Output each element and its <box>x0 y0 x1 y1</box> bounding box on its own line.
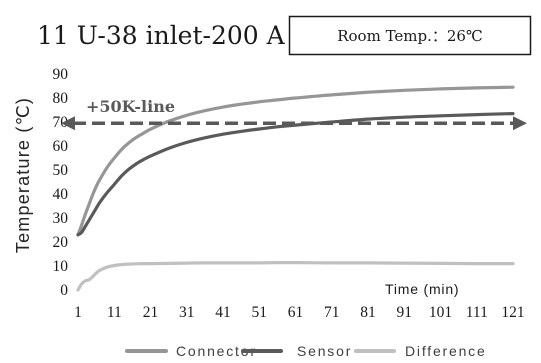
x-tick-label: 101 <box>429 304 452 321</box>
legend-label-sensor: Sensor <box>297 343 352 359</box>
y-tick-label: 30 <box>53 210 69 227</box>
y-tick-label: 80 <box>53 90 69 107</box>
x-tick-label: 111 <box>466 304 488 321</box>
x-tick-label: 81 <box>360 304 376 321</box>
x-tick-label: 71 <box>324 304 340 321</box>
x-axis-title: Time (min) <box>385 281 459 297</box>
y-tick-label: 40 <box>53 186 69 203</box>
x-tick-label: 1 <box>74 304 82 321</box>
legend-label-connector: Connector <box>176 343 257 359</box>
reference-line <box>61 116 527 131</box>
y-tick-label: 20 <box>53 234 69 251</box>
legend-item-sensor: Sensor <box>241 343 352 359</box>
x-tick-label: 91 <box>397 304 413 321</box>
legend-item-connector: Connector <box>125 343 257 359</box>
reference-line-arrowhead-left <box>61 116 75 131</box>
y-tick-labels: 0 10 20 30 40 50 60 70 80 90 <box>53 66 69 299</box>
y-axis-title: Temperature (℃) <box>13 97 33 253</box>
legend-label-difference: Difference <box>405 343 487 359</box>
y-tick-label: 50 <box>53 162 69 179</box>
series-line-difference <box>76 261 515 292</box>
x-tick-label: 31 <box>179 304 195 321</box>
y-tick-label: 0 <box>60 282 68 299</box>
x-tick-label: 41 <box>215 304 231 321</box>
plot-area <box>76 85 515 292</box>
x-tick-label: 51 <box>252 304 268 321</box>
x-tick-labels: 1 11 21 31 41 51 61 71 81 91 101 111 121 <box>74 304 525 321</box>
series-line-sensor <box>76 112 515 237</box>
room-temp-label: Room Temp.：26℃ <box>337 27 483 45</box>
y-tick-label: 60 <box>53 138 69 155</box>
room-temp-box-border <box>288 15 532 56</box>
chart-title: 11 U-38 inlet-200 A <box>37 21 286 50</box>
y-tick-label: 90 <box>53 66 69 83</box>
x-tick-label: 61 <box>288 304 304 321</box>
y-tick-label: 10 <box>53 258 69 275</box>
legend: Connector Sensor Difference <box>125 343 487 359</box>
y-tick-label: 70 <box>53 114 69 131</box>
reference-line-label: +50K-line <box>86 97 175 116</box>
x-tick-label: 11 <box>107 304 122 321</box>
legend-item-difference: Difference <box>354 343 487 359</box>
series-line-connector <box>76 85 515 237</box>
reference-line-arrowhead-right <box>513 116 527 131</box>
x-tick-label: 121 <box>501 304 524 321</box>
x-tick-label: 21 <box>143 304 159 321</box>
room-temp-box: Room Temp.：26℃ <box>288 15 532 56</box>
